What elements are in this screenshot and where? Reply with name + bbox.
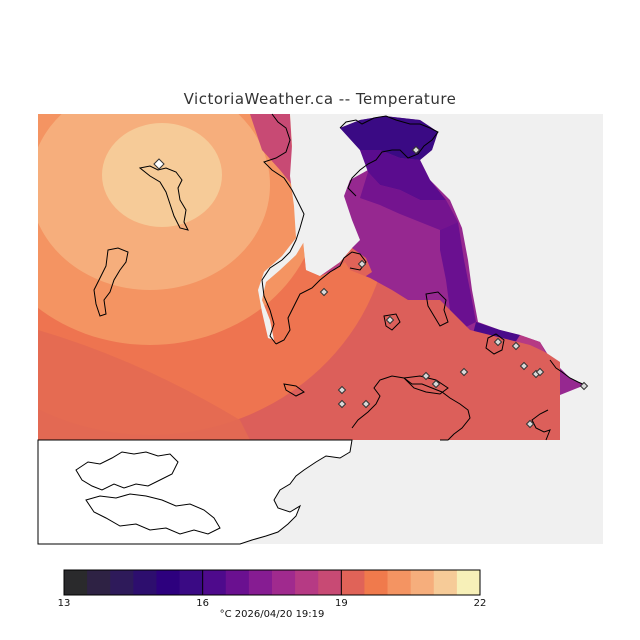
station-diamond-marker bbox=[319, 287, 329, 297]
colorbar-swatch bbox=[133, 570, 157, 595]
colorbar-swatch bbox=[272, 570, 296, 595]
station-diamond-marker bbox=[153, 158, 165, 170]
map-title: VictoriaWeather.ca -- Temperature bbox=[183, 90, 457, 108]
colorbar-tick-label: 19 bbox=[334, 598, 348, 609]
colorbar-swatch bbox=[225, 570, 250, 595]
island-channel bbox=[383, 313, 401, 331]
station-diamond-marker bbox=[579, 381, 589, 391]
station-diamond-marker bbox=[459, 367, 469, 377]
temperature-colorbar bbox=[63, 569, 481, 596]
island-north bbox=[138, 165, 189, 231]
colorbar-swatch bbox=[433, 570, 458, 595]
water-channels bbox=[258, 114, 352, 340]
station-diamond-marker bbox=[525, 419, 535, 429]
colorbar-swatch bbox=[179, 570, 204, 595]
colorbar-tick-label: 16 bbox=[196, 598, 210, 609]
station-diamond-marker bbox=[431, 379, 441, 389]
colorbar-swatch bbox=[341, 570, 365, 595]
colorbar-swatch bbox=[110, 570, 134, 595]
station-diamond-marker bbox=[357, 259, 367, 269]
colorbar-swatch bbox=[156, 570, 181, 595]
island-east-lake bbox=[425, 291, 449, 327]
colorbar-swatch bbox=[64, 570, 88, 595]
colorbar-swatch bbox=[202, 570, 227, 595]
station-diamond-marker bbox=[361, 399, 371, 409]
colorbar-caption: °C 2026/04/20 19:19 bbox=[219, 609, 325, 620]
station-diamond-marker bbox=[511, 341, 521, 351]
weather-stations bbox=[153, 145, 589, 429]
colorbar-swatch bbox=[410, 570, 435, 595]
colorbar-swatch bbox=[248, 570, 273, 595]
southern-shoreline bbox=[37, 439, 353, 545]
island-southeast bbox=[485, 333, 505, 355]
station-diamond-marker bbox=[385, 315, 395, 325]
station-diamond-marker bbox=[337, 399, 347, 409]
colorbar-tick-label: 13 bbox=[57, 598, 71, 609]
station-diamond-marker bbox=[411, 145, 421, 155]
station-diamond-marker bbox=[535, 367, 545, 377]
island-mid bbox=[283, 383, 305, 397]
station-diamond-marker bbox=[519, 361, 529, 371]
colorbar-swatch bbox=[87, 570, 111, 595]
station-diamond-marker bbox=[337, 385, 347, 395]
colorbar-swatch bbox=[318, 570, 342, 595]
colorbar-swatch bbox=[456, 570, 481, 595]
coastline bbox=[261, 113, 586, 441]
colorbar-swatch bbox=[364, 570, 389, 595]
station-diamond-marker bbox=[421, 371, 431, 381]
colorbar-swatch bbox=[387, 570, 412, 595]
island-west bbox=[93, 247, 129, 317]
station-diamond-marker bbox=[493, 337, 503, 347]
colorbar-swatch bbox=[295, 570, 319, 595]
colorbar-tick-label: 22 bbox=[473, 598, 487, 609]
